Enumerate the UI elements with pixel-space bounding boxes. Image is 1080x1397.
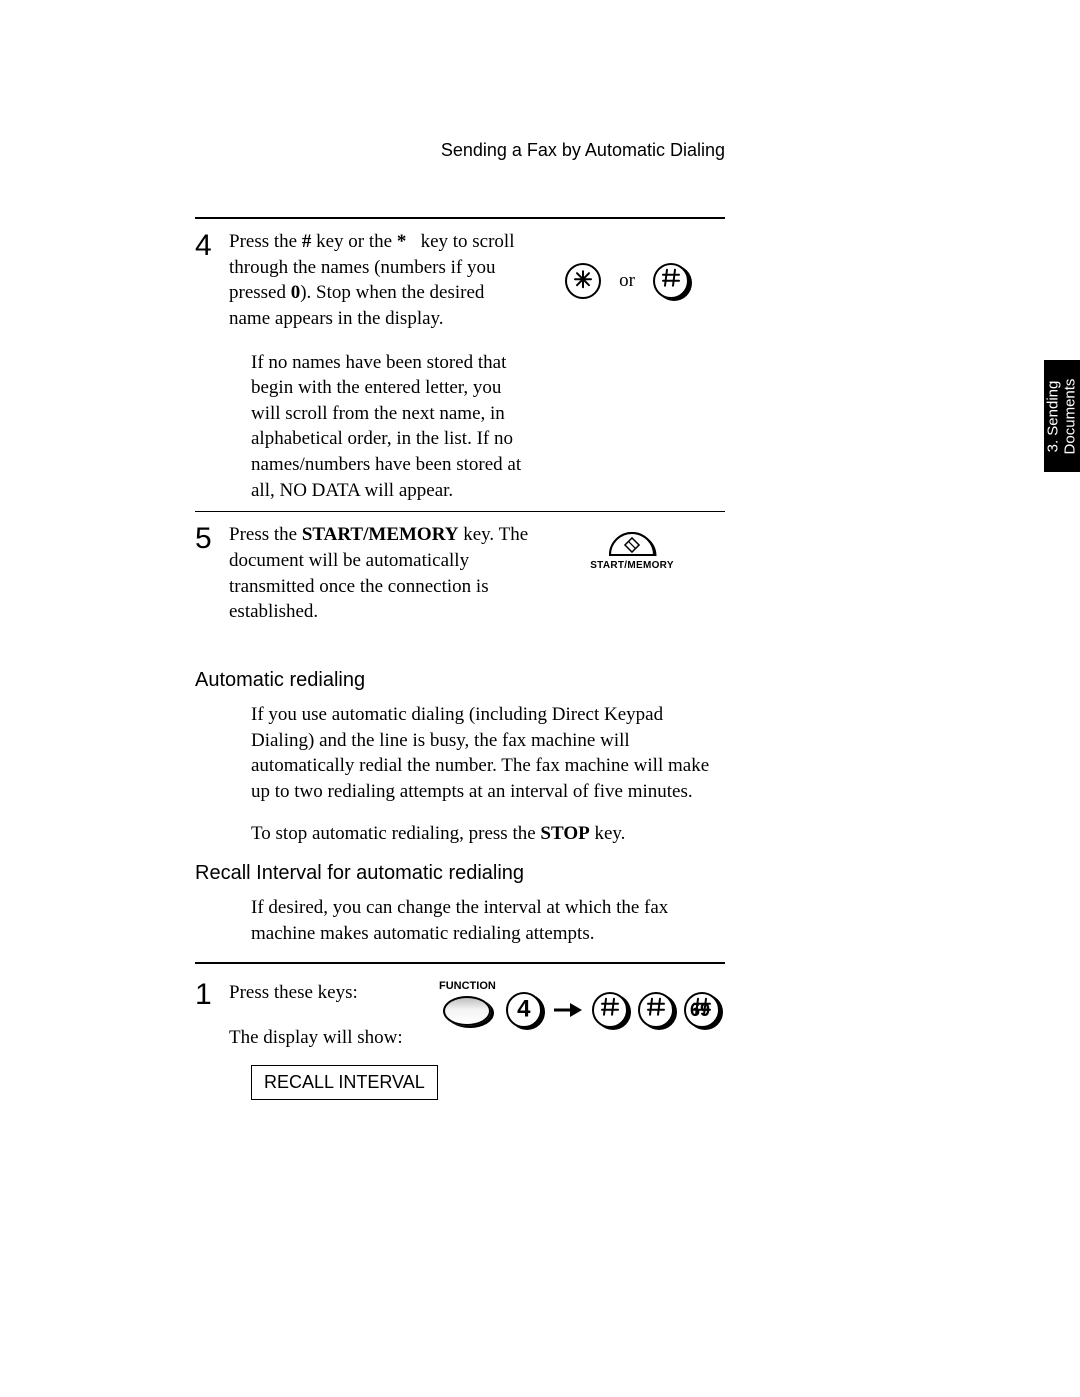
- chapter-tab-text: 3. Sending Documents: [1046, 378, 1079, 454]
- key-sequence: FUNCTION 4: [439, 978, 720, 1028]
- arrow-right-icon: [552, 1001, 582, 1019]
- step-number: 1: [195, 978, 229, 1010]
- star-key-icon: [565, 263, 601, 299]
- lcd-display-box: RECALL INTERVAL: [251, 1065, 438, 1100]
- paragraph: If you use automatic dialing (including …: [195, 702, 725, 805]
- step-number: 4: [195, 229, 229, 261]
- running-header: Sending a Fax by Automatic Dialing: [195, 140, 725, 161]
- step-number: 5: [195, 522, 229, 554]
- step-1: 1 Press these keys: The display will sho…: [195, 964, 725, 1053]
- start-memory-key-icon: START/MEMORY: [590, 528, 674, 571]
- hash-key-icon: [653, 263, 689, 299]
- step-text: Press the # key or the * key to scroll t…: [229, 229, 529, 503]
- hash-key-icon: [638, 992, 674, 1028]
- step-illustration: or: [529, 229, 725, 299]
- digit-4-key-icon: 4: [506, 992, 542, 1028]
- step-illustration: START/MEMORY: [539, 522, 725, 571]
- content-column: Sending a Fax by Automatic Dialing 4 Pre…: [195, 140, 725, 1100]
- step-text: Press these keys: The display will show:: [229, 978, 439, 1053]
- document-page: 3. Sending Documents Sending a Fax by Au…: [0, 0, 1080, 1397]
- paragraph: To stop automatic redialing, press the S…: [195, 821, 725, 847]
- start-memory-label: START/MEMORY: [590, 560, 674, 571]
- page-number: 69: [690, 1000, 710, 1021]
- chapter-tab: 3. Sending Documents: [1044, 360, 1080, 472]
- step-5: 5 Press the START/MEMORY key. The docume…: [195, 512, 725, 633]
- function-key-icon: FUNCTION: [439, 980, 496, 1026]
- section-heading-auto-redial: Automatic redialing: [195, 669, 725, 692]
- step-4: 4 Press the # key or the * key to scroll…: [195, 219, 725, 511]
- step-text: Press the START/MEMORY key. The document…: [229, 522, 539, 625]
- hash-key-icon: [592, 992, 628, 1028]
- section-heading-recall-interval: Recall Interval for automatic redialing: [195, 862, 725, 885]
- or-label: or: [619, 270, 635, 292]
- step-subtext: If no names have been stored that begin …: [229, 350, 529, 504]
- paragraph: If desired, you can change the interval …: [195, 895, 725, 946]
